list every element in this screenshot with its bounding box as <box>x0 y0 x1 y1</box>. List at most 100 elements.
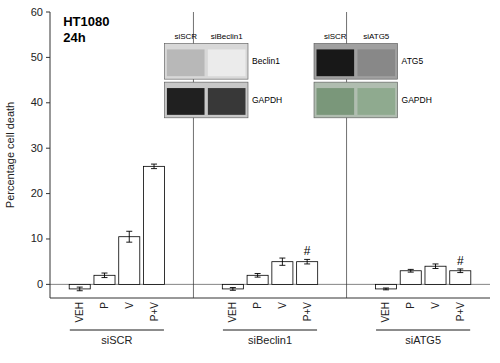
error-cap <box>408 272 414 273</box>
error-bar <box>279 258 285 265</box>
error-line <box>129 231 130 242</box>
bar <box>375 284 396 289</box>
error-cap <box>304 263 310 264</box>
y-tick-label: 30 <box>31 142 43 154</box>
error-cap <box>255 277 261 278</box>
chart: 0102030405060Percentage cell deathVEHPVP… <box>0 0 500 363</box>
bar <box>119 237 140 285</box>
y-tick-label: 0 <box>37 278 43 290</box>
error-line <box>282 258 283 265</box>
error-bar <box>304 259 310 264</box>
blot-row-label: ATG5 <box>402 56 424 66</box>
blot-row-bg <box>164 82 248 118</box>
error-cap <box>255 273 261 274</box>
group-label: siATG5 <box>405 334 441 346</box>
hash-label: # <box>304 244 311 258</box>
annotation: HT1080 <box>63 14 109 29</box>
error-cap <box>279 265 285 266</box>
x-tick-label: V <box>277 302 288 309</box>
blot-row-bg <box>314 82 398 118</box>
error-line <box>460 269 461 273</box>
blot-inset <box>164 43 248 117</box>
blot-lane-label: siBeclin1 <box>211 32 244 41</box>
blot-row-label: Beclin1 <box>252 56 280 66</box>
blot-lane-label: siATG5 <box>363 32 390 41</box>
error-bar <box>151 164 157 169</box>
error-cap <box>151 164 157 165</box>
error-bar <box>433 264 439 269</box>
blot-row-label: GAPDH <box>252 95 282 105</box>
y-tick-label: 40 <box>31 96 43 108</box>
blot-band <box>167 49 205 76</box>
error-line <box>154 164 155 169</box>
group-underline <box>223 330 317 331</box>
blot-band <box>167 88 205 115</box>
error-cap <box>433 268 439 269</box>
error-cap <box>433 263 439 264</box>
y-tick <box>46 12 50 13</box>
error-cap <box>304 259 310 260</box>
y-tick <box>46 57 50 58</box>
error-cap <box>101 277 107 278</box>
error-cap <box>151 168 157 169</box>
x-tick-label: P+V <box>149 302 160 322</box>
blot-row-bg <box>314 43 398 79</box>
bar <box>297 262 318 285</box>
error-cap <box>279 258 285 259</box>
error-cap <box>383 289 389 290</box>
error-line <box>104 273 105 278</box>
error-bar <box>457 269 463 273</box>
y-axis-label: Percentage cell death <box>4 102 16 208</box>
zero-line <box>50 284 490 285</box>
error-line <box>307 259 308 264</box>
blot-band <box>208 88 246 115</box>
blot-band <box>317 88 355 115</box>
bar <box>144 166 165 284</box>
blot-band <box>317 49 355 76</box>
error-line <box>435 264 436 269</box>
x-tick-label: P+V <box>455 302 466 322</box>
x-tick-label: P <box>99 302 110 309</box>
y-tick <box>46 284 50 285</box>
error-bar <box>255 273 261 277</box>
error-bar <box>77 287 83 291</box>
x-tick-label: V <box>430 302 441 309</box>
x-tick-label: VEH <box>227 302 238 323</box>
blot-lane-label: siSCR <box>174 32 197 41</box>
error-cap <box>230 290 236 291</box>
y-tick <box>46 102 50 103</box>
error-cap <box>408 269 414 270</box>
group-underline <box>376 330 470 331</box>
y-tick-label: 60 <box>31 6 43 18</box>
y-tick <box>46 193 50 194</box>
blot-band <box>357 88 395 115</box>
x-tick-label: V <box>124 302 135 309</box>
error-cap <box>77 290 83 291</box>
bar <box>400 271 421 285</box>
error-line <box>257 273 258 277</box>
x-tick-label: P+V <box>302 302 313 322</box>
group-underline <box>70 330 164 331</box>
error-line <box>79 287 80 291</box>
blot-lane-label: siSCR <box>324 32 347 41</box>
bar <box>425 266 446 284</box>
blot-inset <box>314 43 398 117</box>
bars <box>69 164 471 291</box>
error-cap <box>126 231 132 232</box>
x-tick-label: P <box>405 302 416 309</box>
hash-label: # <box>457 254 464 268</box>
y-tick-label: 20 <box>31 187 43 199</box>
x-tick-label: P <box>252 302 263 309</box>
group-label: siBeclin1 <box>248 334 292 346</box>
error-cap <box>383 288 389 289</box>
annotation: 24h <box>63 30 85 45</box>
bar <box>272 262 293 285</box>
error-bar <box>383 288 389 290</box>
error-cap <box>230 287 236 288</box>
error-cap <box>77 287 83 288</box>
error-bar <box>408 269 414 272</box>
blot-band <box>357 49 395 76</box>
y-axis <box>50 12 51 298</box>
error-cap <box>101 273 107 274</box>
blot-row-bg <box>164 43 248 79</box>
